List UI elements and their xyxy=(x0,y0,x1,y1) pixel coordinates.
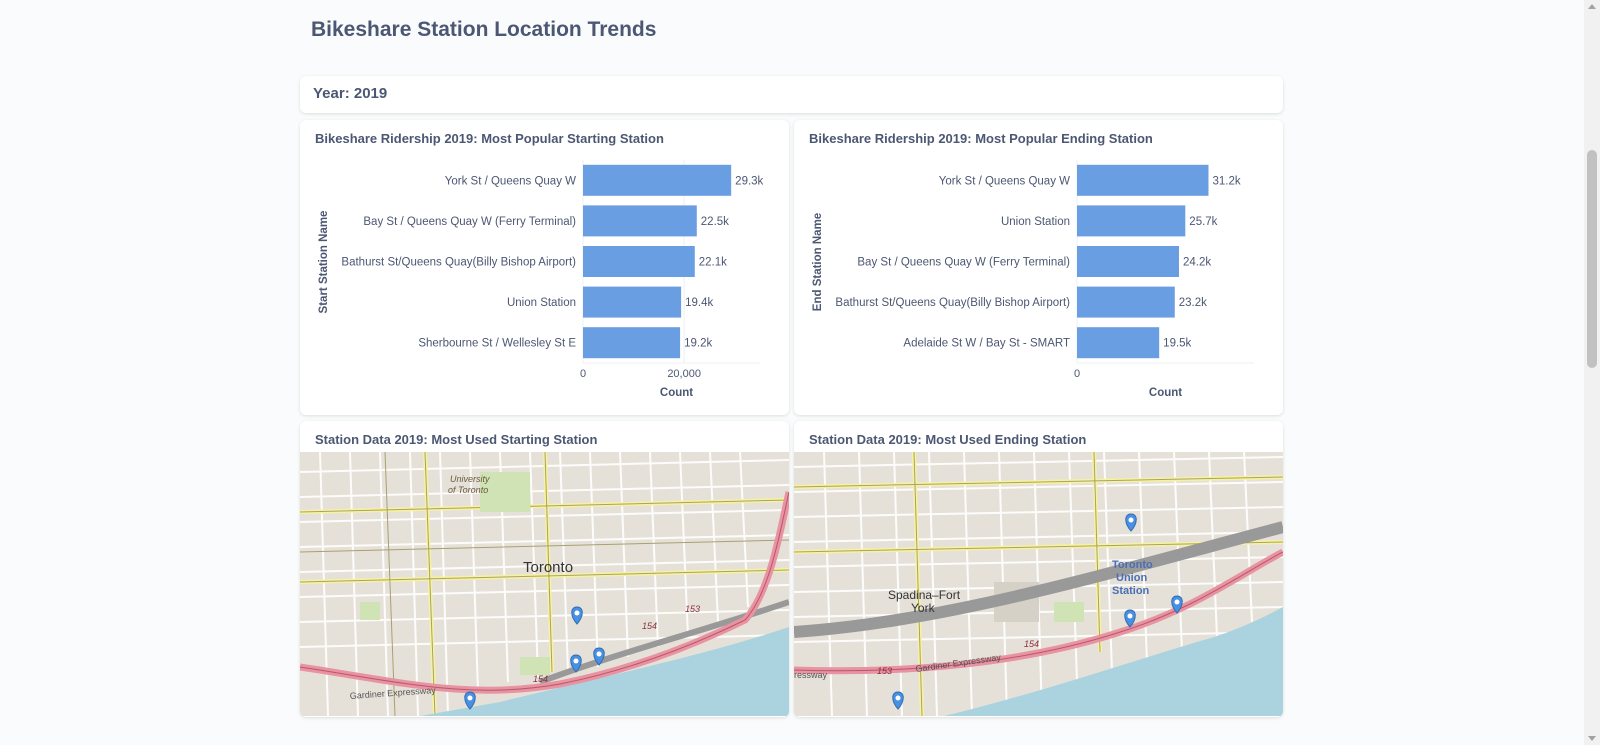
map-route-label: 153 xyxy=(877,666,892,676)
map-label-toronto: Toronto xyxy=(523,559,573,576)
map-label-union-station-3: Station xyxy=(1112,585,1150,597)
end-chart-bar[interactable] xyxy=(1077,327,1160,359)
start-station-map[interactable]: Toronto University of Toronto Gardiner E… xyxy=(300,452,789,716)
start-chart-category-label: Bathurst St/Queens Quay(Billy Bishop Air… xyxy=(341,257,576,269)
end-chart-category-label: Bathurst St/Queens Quay(Billy Bishop Air… xyxy=(835,297,1070,309)
start-chart-data-label: 22.1k xyxy=(699,257,727,269)
station-marker[interactable] xyxy=(1171,595,1183,614)
page-title: Bikeshare Station Location Trends xyxy=(311,18,657,41)
end-chart-bar[interactable] xyxy=(1077,205,1186,237)
end-station-chart-card: Bikeshare Ridership 2019: Most Popular E… xyxy=(794,120,1283,415)
end-chart-title: Bikeshare Ridership 2019: Most Popular E… xyxy=(809,131,1153,146)
start-chart-x-tick-label: 0 xyxy=(580,368,586,380)
map-label-expressway-partial: ressway xyxy=(794,670,828,680)
start-chart-bar[interactable] xyxy=(583,164,732,196)
start-chart-y-axis-title: Start Station Name xyxy=(318,211,330,314)
end-station-map-card: Station Data 2019: Most Used Ending Stat… xyxy=(794,421,1283,717)
scrollbar-thumb[interactable] xyxy=(1587,150,1597,368)
station-marker[interactable] xyxy=(1124,609,1136,628)
start-chart-data-label: 29.3k xyxy=(735,175,763,187)
scroll-down-icon[interactable] xyxy=(1588,736,1596,741)
map-label-union-station: Toronto xyxy=(1112,559,1153,571)
map-label-spadina-2: York xyxy=(911,601,936,615)
end-chart-bar[interactable] xyxy=(1077,164,1209,196)
start-station-bar-chart: York St / Queens Quay W 29.3k Bay St / Que… xyxy=(318,160,764,399)
page-scrollbar[interactable] xyxy=(1584,0,1600,745)
end-chart-category-label: York St / Queens Quay W xyxy=(939,175,1070,187)
end-map-title: Station Data 2019: Most Used Ending Stat… xyxy=(809,432,1087,447)
start-chart-category-label: Sherbourne St / Wellesley St E xyxy=(418,338,576,350)
year-filter-card[interactable]: Year: 2019 xyxy=(300,76,1283,113)
end-chart-data-label: 19.5k xyxy=(1163,338,1191,350)
end-station-map[interactable]: Toronto Union Station Spadina–Fort York … xyxy=(794,452,1283,716)
start-chart-x-tick-label: 20,000 xyxy=(667,368,701,380)
start-chart-data-label: 22.5k xyxy=(701,216,729,228)
station-marker[interactable] xyxy=(464,691,476,710)
station-marker[interactable] xyxy=(570,654,582,673)
map-label-university: University xyxy=(450,474,490,484)
start-chart-bar[interactable] xyxy=(583,246,695,277)
map-label-union-station-2: Union xyxy=(1116,572,1147,584)
map-route-label: 153 xyxy=(685,604,700,614)
start-chart-bar[interactable] xyxy=(583,327,681,359)
end-chart-x-tick-label: 0 xyxy=(1074,368,1080,380)
start-chart-title: Bikeshare Ridership 2019: Most Popular S… xyxy=(315,131,664,146)
start-chart-x-axis-title: Count xyxy=(660,387,693,399)
end-chart-data-label: 25.7k xyxy=(1189,216,1217,228)
end-chart-data-label: 23.2k xyxy=(1179,297,1207,309)
start-chart-bar[interactable] xyxy=(583,286,682,318)
start-chart-data-label: 19.2k xyxy=(684,338,712,350)
end-chart-category-label: Bay St / Queens Quay W (Ferry Terminal) xyxy=(857,257,1070,269)
start-station-map-card: Station Data 2019: Most Used Starting St… xyxy=(300,421,789,717)
end-chart-data-label: 31.2k xyxy=(1212,175,1240,187)
station-marker[interactable] xyxy=(571,606,583,625)
map-label-university-2: of Toronto xyxy=(448,485,488,495)
map-route-label: 154 xyxy=(1024,639,1039,649)
start-station-chart-card: Bikeshare Ridership 2019: Most Popular S… xyxy=(300,120,789,415)
end-station-bar-chart: York St / Queens Quay W 31.2k Union Statio… xyxy=(812,160,1254,399)
end-chart-data-label: 24.2k xyxy=(1183,257,1211,269)
start-chart-category-label: York St / Queens Quay W xyxy=(445,175,576,187)
end-chart-y-axis-title: End Station Name xyxy=(812,213,824,311)
year-filter-label: Year: 2019 xyxy=(313,85,388,102)
end-chart-x-axis-title: Count xyxy=(1149,387,1182,399)
end-chart-category-label: Adelaide St W / Bay St - SMART xyxy=(903,338,1070,350)
start-chart-data-label: 19.4k xyxy=(685,297,713,309)
start-chart-category-label: Bay St / Queens Quay W (Ferry Terminal) xyxy=(363,216,576,228)
map-route-label: 154 xyxy=(642,621,657,631)
end-chart-bar[interactable] xyxy=(1077,246,1179,277)
start-chart-bar[interactable] xyxy=(583,205,697,237)
station-marker[interactable] xyxy=(593,647,605,666)
station-marker[interactable] xyxy=(892,691,904,710)
start-chart-category-label: Union Station xyxy=(507,297,576,309)
map-route-label: 154 xyxy=(533,674,548,684)
scroll-up-icon[interactable] xyxy=(1588,4,1596,9)
start-map-title: Station Data 2019: Most Used Starting St… xyxy=(315,432,598,447)
map-label-spadina: Spadina–Fort xyxy=(888,588,961,602)
station-marker[interactable] xyxy=(1125,513,1137,532)
end-chart-bar[interactable] xyxy=(1077,286,1175,318)
end-chart-category-label: Union Station xyxy=(1001,216,1070,228)
